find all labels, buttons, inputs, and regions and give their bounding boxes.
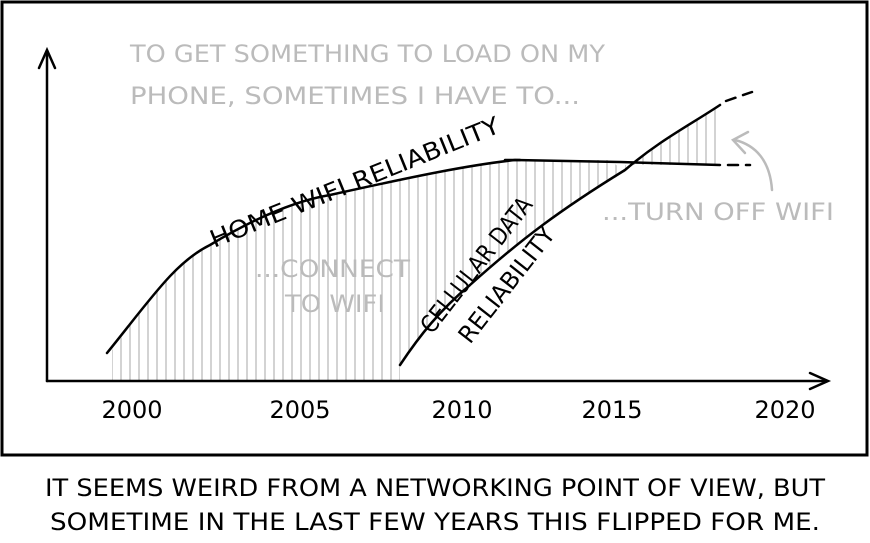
x-label: 2005 (269, 396, 330, 424)
turn-off-arrow (733, 138, 774, 192)
caption-line: IT SEEMS WEIRD FROM A NETWORKING POINT O… (45, 474, 825, 502)
turn-off-label: ...TURN OFF WIFI (602, 198, 834, 226)
x-axis-arrow (808, 371, 832, 391)
turn-off-arrowhead (730, 130, 750, 155)
cell-curve (398, 103, 722, 367)
x-label: 2000 (101, 396, 162, 424)
y-axis-arrow (37, 46, 57, 70)
connect-label: TO WIFI (284, 290, 385, 318)
intro-line: PHONE, SOMETIMES I HAVE TO... (130, 82, 580, 110)
cell-dash (724, 90, 754, 103)
x-label: 2015 (581, 396, 642, 424)
wifi-curve (105, 158, 722, 355)
x-label: 2020 (754, 396, 815, 424)
connect-label: ...CONNECT (255, 255, 410, 283)
x-label: 2010 (431, 396, 492, 424)
hatch-wifi-better (112, 160, 625, 381)
caption-line: SOMETIME IN THE LAST FEW YEARS THIS FLIP… (50, 508, 820, 536)
intro-line: TO GET SOMETHING TO LOAD ON MY (129, 40, 605, 68)
